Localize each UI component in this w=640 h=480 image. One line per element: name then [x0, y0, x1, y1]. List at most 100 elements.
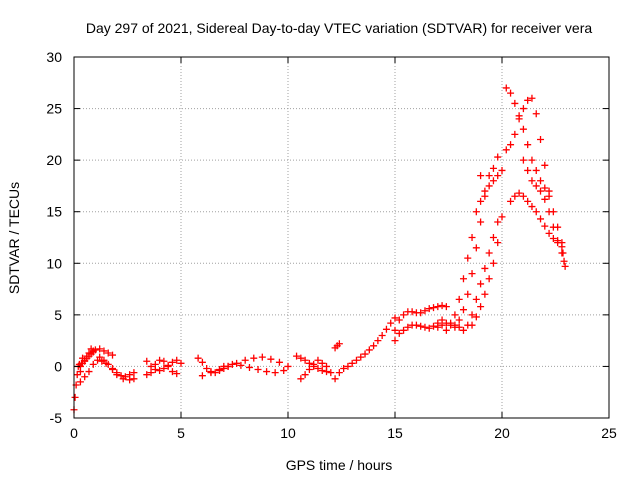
data-point: [203, 364, 211, 372]
data-point: [382, 325, 390, 333]
data-point: [468, 270, 476, 278]
series-track-7-10h: [220, 360, 288, 377]
data-point: [198, 372, 206, 380]
data-point: [545, 229, 553, 237]
data-point: [507, 141, 515, 149]
data-point: [233, 359, 241, 367]
data-point: [143, 357, 151, 365]
data-point: [468, 321, 476, 329]
data-point: [507, 89, 515, 97]
data-point: [71, 393, 79, 401]
y-tick-label: 0: [54, 358, 62, 374]
data-point: [173, 356, 181, 364]
data-point: [151, 360, 159, 368]
data-point: [297, 354, 305, 362]
data-point: [168, 368, 176, 376]
data-point: [228, 360, 236, 368]
data-point: [100, 356, 108, 364]
data-point: [537, 177, 545, 185]
series-rise-2: [451, 192, 489, 331]
series-track-6-10h: [198, 353, 292, 380]
data-point: [143, 371, 151, 379]
data-point: [541, 184, 549, 192]
data-point: [442, 303, 450, 311]
data-point: [250, 354, 258, 362]
data-point: [109, 364, 117, 372]
series-track-12-13h-spot: [331, 340, 343, 352]
data-point: [451, 311, 459, 319]
data-point: [400, 311, 408, 319]
data-point: [455, 316, 463, 324]
data-point: [528, 94, 536, 102]
data-point: [524, 96, 532, 104]
data-point: [498, 166, 506, 174]
data-point: [554, 237, 562, 245]
data-point: [168, 358, 176, 366]
data-point: [524, 166, 532, 174]
data-point: [387, 319, 395, 327]
series-track-10-12h-b: [297, 356, 331, 383]
data-point: [344, 362, 352, 370]
data-point: [271, 369, 279, 377]
y-tick-label: 15: [46, 204, 62, 220]
y-axis-label: SDTVAR / TECUs: [6, 182, 22, 294]
data-point: [177, 359, 185, 367]
data-point: [472, 295, 480, 303]
data-point: [481, 187, 489, 195]
data-point: [430, 322, 438, 330]
data-point: [537, 136, 545, 144]
data-point: [395, 316, 403, 324]
data-point: [532, 208, 540, 216]
data-point: [395, 329, 403, 337]
data-point: [130, 369, 138, 377]
x-tick-label: 10: [280, 425, 296, 441]
data-point: [194, 354, 202, 362]
data-point: [73, 371, 81, 379]
data-point: [91, 346, 99, 354]
data-point: [519, 105, 527, 113]
data-point: [160, 364, 168, 372]
series-track-15-17h-upper: [391, 302, 450, 334]
data-point: [524, 197, 532, 205]
data-point: [438, 302, 446, 310]
data-point: [370, 342, 378, 350]
y-tick-label: 30: [46, 49, 62, 65]
data-point: [267, 355, 275, 363]
series-track-12-15h: [331, 314, 399, 383]
data-point: [378, 331, 386, 339]
data-point: [352, 356, 360, 364]
data-point: [515, 189, 523, 197]
data-point: [81, 373, 89, 381]
data-point: [113, 369, 121, 377]
data-point: [558, 239, 566, 247]
data-point: [425, 305, 433, 313]
data-point: [477, 280, 485, 288]
data-point: [147, 362, 155, 370]
data-points: [70, 84, 569, 414]
data-point: [100, 347, 108, 355]
plot-frame: [73, 56, 610, 419]
grid-lines: [74, 57, 609, 418]
data-point: [541, 222, 549, 230]
data-point: [241, 356, 249, 364]
data-point: [404, 323, 412, 331]
data-point: [85, 368, 93, 376]
series-track-1-3h: [96, 353, 138, 381]
data-point: [459, 275, 467, 283]
data-point: [126, 371, 134, 379]
data-point: [485, 172, 493, 180]
data-point: [104, 349, 112, 357]
data-point: [515, 115, 523, 123]
series-track-15-17h-lower: [391, 316, 446, 345]
series-rise-1: [442, 172, 485, 334]
data-point: [494, 172, 502, 180]
data-point: [511, 99, 519, 107]
data-point: [421, 323, 429, 331]
x-tick-label: 0: [70, 425, 78, 441]
data-point: [455, 295, 463, 303]
data-point: [468, 311, 476, 319]
data-point: [280, 367, 288, 375]
data-point: [442, 326, 450, 334]
series-late-band-1: [507, 189, 566, 251]
data-point: [237, 361, 245, 369]
